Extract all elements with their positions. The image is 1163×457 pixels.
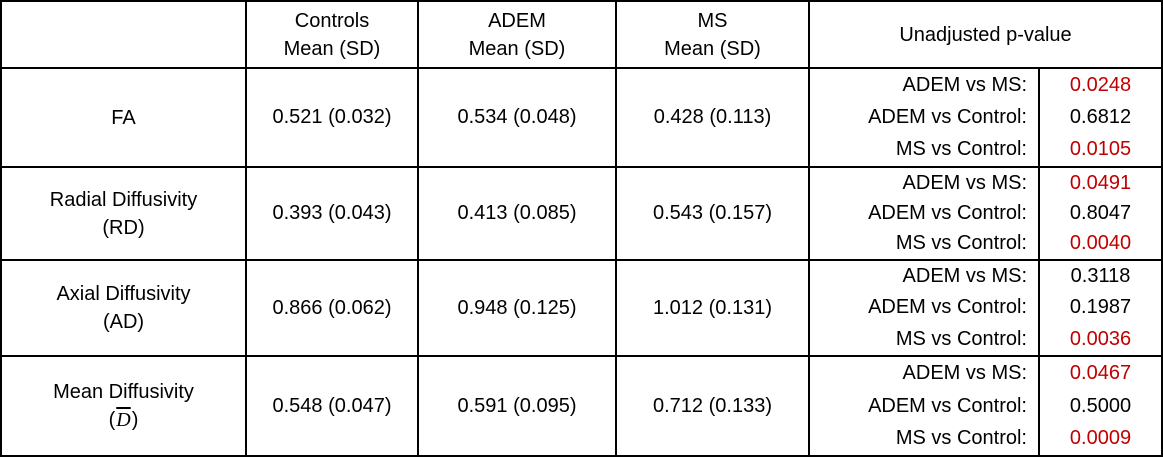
header-controls-line1: Controls	[294, 9, 370, 32]
pvalue-label: MS vs Control:	[895, 327, 1027, 350]
paren-close: )	[131, 409, 139, 431]
pvalue-label: ADEM vs Control:	[868, 105, 1027, 128]
pvalue-label: ADEM vs MS:	[902, 171, 1027, 194]
pvalue: 0.0467	[1069, 361, 1132, 384]
pvalue-label: ADEM vs MS:	[902, 73, 1027, 96]
pvalue-labels-rd: ADEM vs MS: ADEM vs Control: MS vs Contr…	[808, 166, 1038, 259]
d-bar-symbol: D	[116, 409, 131, 431]
pvalue: 0.5000	[1069, 394, 1132, 417]
controls-mean-ad: 0.866 (0.062)	[245, 259, 417, 355]
ms-mean-md: 0.712 (0.133)	[615, 355, 808, 455]
metric-name: FA	[111, 106, 136, 129]
pvalue: 0.0036	[1069, 327, 1132, 350]
header-ms-cell: MS Mean (SD)	[615, 2, 808, 67]
adem-mean-rd: 0.413 (0.085)	[417, 166, 615, 259]
header-controls-cell: Controls Mean (SD)	[245, 2, 417, 67]
header-controls-line2: Mean (SD)	[283, 37, 381, 60]
header-pvalue-cell: Unadjusted p-value	[808, 2, 1161, 67]
pvalue: 0.0009	[1069, 427, 1132, 450]
controls-mean-fa: 0.521 (0.032)	[245, 67, 417, 166]
metric-cell-fa: FA	[2, 67, 245, 166]
metric-abbrev: (AD)	[102, 311, 145, 333]
pvalue-label: MS vs Control:	[895, 427, 1027, 450]
header-corner-cell	[2, 2, 245, 67]
pvalue: 0.0491	[1069, 171, 1132, 194]
metric-abbrev: (RD)	[102, 216, 145, 239]
ms-mean-rd: 0.543 (0.157)	[615, 166, 808, 259]
header-ms-line2: Mean (SD)	[664, 37, 761, 60]
metric-cell-md: Mean Diffusivity (D)	[2, 355, 245, 455]
pvalue-labels-md: ADEM vs MS: ADEM vs Control: MS vs Contr…	[808, 355, 1038, 455]
pvalue: 0.6812	[1069, 105, 1132, 128]
header-adem-cell: ADEM Mean (SD)	[417, 2, 615, 67]
adem-mean-fa: 0.534 (0.048)	[417, 67, 615, 166]
ms-mean-fa: 0.428 (0.113)	[615, 67, 808, 166]
ms-mean-ad: 1.012 (0.131)	[615, 259, 808, 355]
header-ms-line1: MS	[697, 9, 728, 32]
header-adem-line2: Mean (SD)	[468, 37, 566, 60]
adem-mean-md: 0.591 (0.095)	[417, 355, 615, 455]
pvalue-label: ADEM vs Control:	[868, 201, 1027, 224]
pvalue-label: ADEM vs Control:	[868, 296, 1027, 319]
pvalue-labels-fa: ADEM vs MS: ADEM vs Control: MS vs Contr…	[808, 67, 1038, 166]
pvalue-label: MS vs Control:	[895, 232, 1027, 255]
metric-name: Mean Diffusivity	[53, 381, 194, 403]
pvalue-label: MS vs Control:	[895, 138, 1027, 161]
pvalue: 0.1987	[1069, 296, 1132, 319]
metric-cell-ad: Axial Diffusivity (AD)	[2, 259, 245, 355]
metric-cell-rd: Radial Diffusivity (RD)	[2, 166, 245, 259]
paren-open: (	[108, 409, 116, 431]
adem-mean-ad: 0.948 (0.125)	[417, 259, 615, 355]
pvalue-label: ADEM vs MS:	[902, 361, 1027, 384]
pvalue: 0.0040	[1069, 232, 1132, 255]
metric-name: Radial Diffusivity	[49, 188, 198, 211]
pvalue: 0.0248	[1069, 73, 1132, 96]
metric-name: Axial Diffusivity	[56, 283, 191, 305]
header-adem-line1: ADEM	[488, 9, 546, 32]
pvalue-label: ADEM vs MS:	[902, 265, 1027, 288]
controls-mean-rd: 0.393 (0.043)	[245, 166, 417, 259]
pvalue-values-md: 0.0467 0.5000 0.0009	[1038, 355, 1161, 455]
pvalue-values-rd: 0.0491 0.8047 0.0040	[1038, 166, 1161, 259]
pvalue: 0.8047	[1069, 201, 1132, 224]
pvalue-values-ad: 0.3118 0.1987 0.0036	[1038, 259, 1161, 355]
pvalue-values-fa: 0.0248 0.6812 0.0105	[1038, 67, 1161, 166]
pvalue-label: ADEM vs Control:	[868, 394, 1027, 417]
pvalue: 0.0105	[1069, 138, 1132, 161]
pvalue-labels-ad: ADEM vs MS: ADEM vs Control: MS vs Contr…	[808, 259, 1038, 355]
pvalue: 0.3118	[1070, 265, 1131, 288]
controls-mean-md: 0.548 (0.047)	[245, 355, 417, 455]
metric-abbrev: (D)	[109, 406, 139, 434]
